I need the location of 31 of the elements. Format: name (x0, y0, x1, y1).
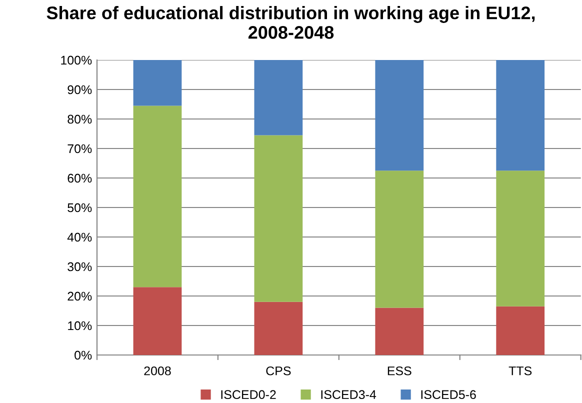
x-tick-label: TTS (508, 366, 532, 376)
bar (375, 60, 424, 171)
x-tick-label: 2008 (144, 366, 171, 376)
x-tick-label: ESS (388, 366, 412, 376)
bar (133, 106, 182, 288)
legend-label: ISCED0-2 (221, 390, 276, 400)
bar (375, 170, 424, 308)
y-tick-label: 0% (74, 350, 92, 360)
bar (133, 60, 182, 106)
y-tick-label: 70% (68, 144, 92, 154)
y-tick-label: 20% (68, 292, 92, 301)
y-tick-label: 80% (68, 114, 92, 124)
chart-title: Share of educational distribution in working age in EU12, 2008-2048 (46, 6, 535, 39)
bar (133, 287, 182, 355)
y-tick-label: 100% (61, 56, 92, 65)
y-tick-label: 90% (68, 85, 92, 94)
y-tick-label: 50% (68, 203, 92, 212)
bar (496, 306, 545, 355)
legend-label: ISCED5-6 (421, 390, 476, 400)
bar (375, 308, 424, 355)
x-tick-label: CPS (266, 366, 291, 376)
y-tick-label: 40% (67, 232, 92, 242)
bar (254, 135, 303, 302)
bar (496, 60, 545, 171)
y-tick-label: 30% (68, 262, 92, 272)
bar (496, 170, 545, 306)
y-tick-label: 60% (68, 174, 92, 183)
bar (254, 60, 303, 136)
legend-label: ISCED3-4 (321, 390, 376, 400)
bar (254, 302, 303, 355)
y-tick-label: 10% (68, 321, 92, 330)
